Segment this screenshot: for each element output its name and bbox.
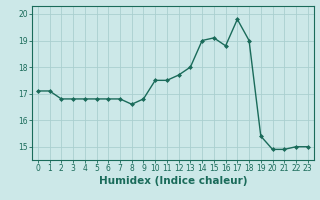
X-axis label: Humidex (Indice chaleur): Humidex (Indice chaleur) [99,176,247,186]
